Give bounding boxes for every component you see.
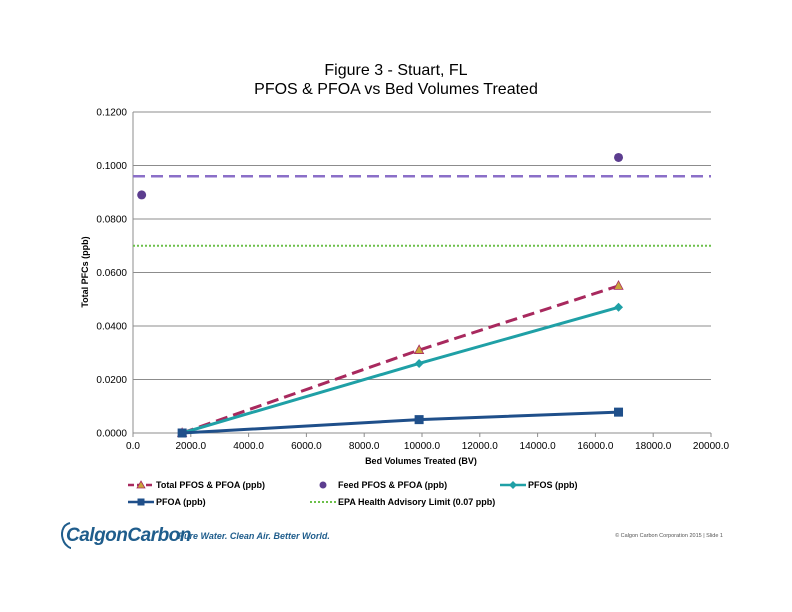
- x-tick-label: 0.0: [126, 441, 140, 452]
- x-tick-label: 12000.0: [462, 441, 499, 452]
- company-logo: CalgonCarbon: [66, 525, 191, 546]
- series-0-point: [413, 344, 425, 354]
- legend-label-total: Total PFOS & PFOA (ppb): [156, 480, 265, 490]
- x-tick-label: 10000.0: [404, 441, 441, 452]
- series-3-point: [414, 415, 424, 425]
- x-tick-label: 6000.0: [291, 441, 322, 452]
- legend-label-pfos: PFOS (ppb): [528, 480, 578, 490]
- y-tick-label: 0.0200: [96, 375, 127, 386]
- legend-swatch-epa: [310, 501, 336, 503]
- legend-label-pfoa: PFOA (ppb): [156, 497, 206, 507]
- x-tick-label: 20000.0: [693, 441, 730, 452]
- y-tick-label: 0.0400: [96, 322, 127, 333]
- x-tick-label: 4000.0: [233, 441, 264, 452]
- x-tick-label: 8000.0: [349, 441, 380, 452]
- series-3-point: [177, 428, 187, 438]
- series-1-point: [614, 152, 624, 162]
- y-tick-label: 0.0000: [96, 429, 127, 440]
- series-3-point: [614, 407, 624, 417]
- legend-item-feed: Feed PFOS & PFOA (ppb): [310, 480, 447, 490]
- chart-plot: 0.0000 0.0200 0.0400 0.0600 0.0800 0.1000 0.12…: [80, 108, 730, 467]
- legend-item-pfoa: PFOA (ppb): [128, 497, 206, 507]
- legend-swatch-total: [128, 480, 154, 489]
- legend-swatch-pfos: [500, 481, 526, 489]
- legend-label-feed: Feed PFOS & PFOA (ppb): [338, 480, 448, 490]
- chart-subtitle: PFOS & PFOA vs Bed Volumes Treated: [254, 81, 538, 98]
- x-tick-label: 14000.0: [520, 441, 557, 452]
- legend-swatch-feed: [319, 481, 327, 489]
- series-2-point: [414, 358, 424, 368]
- legend-item-epa: EPA Health Advisory Limit (0.07 ppb): [310, 497, 495, 507]
- legend-label-epa: EPA Health Advisory Limit (0.07 ppb): [338, 497, 496, 507]
- y-axis-title: Total PFCs (ppb): [80, 236, 90, 307]
- series-1-point: [137, 190, 147, 200]
- chart-title: Figure 3 - Stuart, FL: [324, 62, 468, 79]
- legend-swatch-pfoa: [128, 498, 154, 506]
- series-0-line: [181, 284, 619, 435]
- x-tick-label: 18000.0: [635, 441, 672, 452]
- legend-item-pfos: PFOS (ppb): [500, 480, 578, 490]
- y-tick-label: 0.0800: [96, 215, 127, 226]
- logo-mark-icon: [61, 522, 72, 549]
- series-2-point: [614, 302, 624, 312]
- series-0-point: [613, 280, 624, 290]
- legend-item-total: Total PFOS & PFOA (ppb): [128, 480, 265, 490]
- x-tick-label: 2000.0: [176, 441, 207, 452]
- x-tick-label: 16000.0: [577, 441, 614, 452]
- y-tick-label: 0.1200: [96, 108, 127, 119]
- y-tick-label: 0.1000: [96, 161, 127, 172]
- company-tagline: Pure Water. Clean Air. Better World.: [178, 531, 330, 541]
- y-tick-label: 0.0600: [96, 268, 127, 279]
- copyright-notice: © Calgon Carbon Corporation 2015 | Slide…: [615, 533, 723, 539]
- x-axis-title: Bed Volumes Treated (BV): [365, 456, 477, 466]
